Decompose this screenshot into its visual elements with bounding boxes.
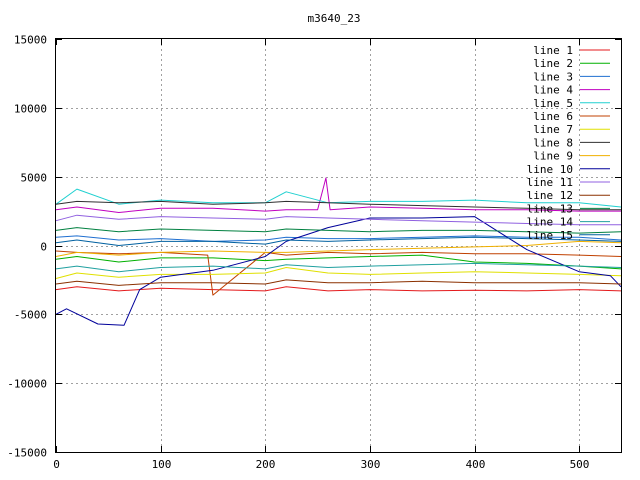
x-tick-label: 400 bbox=[466, 458, 486, 471]
series-line-1 bbox=[55, 286, 622, 292]
legend-label: line 4 bbox=[533, 84, 573, 97]
series-line-12 bbox=[55, 279, 622, 286]
x-tick-label: 0 bbox=[53, 458, 60, 471]
y-tick-label: -15000 bbox=[7, 447, 47, 460]
y-tick-label: 15000 bbox=[14, 34, 47, 47]
legend-label: line 1 bbox=[533, 44, 573, 57]
x-tick-label: 300 bbox=[361, 458, 381, 471]
legend-label: line 10 bbox=[527, 163, 573, 176]
y-tick-label: -10000 bbox=[7, 378, 47, 391]
y-tick-label: 10000 bbox=[14, 103, 47, 116]
legend-label: line 3 bbox=[533, 70, 573, 83]
series-line-13 bbox=[55, 227, 622, 234]
series-line-8 bbox=[55, 200, 621, 211]
legend-label: line 12 bbox=[527, 189, 573, 202]
series-line-6 bbox=[55, 250, 622, 296]
series-line-10 bbox=[55, 216, 622, 326]
legend-label: line 2 bbox=[533, 57, 573, 70]
series-line-5 bbox=[55, 188, 622, 208]
legend-label: line 7 bbox=[533, 123, 573, 136]
plot-frame bbox=[55, 38, 622, 453]
legend-label: line 5 bbox=[533, 97, 573, 110]
series-line-2 bbox=[55, 254, 622, 270]
series-line-3 bbox=[55, 235, 622, 242]
x-tick-label: 500 bbox=[570, 458, 590, 471]
series-line-4 bbox=[55, 177, 621, 213]
x-tick-label: 200 bbox=[256, 458, 276, 471]
legend-label: line 14 bbox=[527, 216, 574, 229]
legend-label: line 9 bbox=[533, 150, 573, 163]
x-tick-label: 100 bbox=[152, 458, 172, 471]
legend-label: line 15 bbox=[527, 229, 573, 242]
series-line-14 bbox=[55, 262, 622, 273]
y-tick-label: -5000 bbox=[14, 309, 47, 322]
series-line-15 bbox=[55, 236, 622, 246]
series-line-11 bbox=[55, 214, 621, 226]
series-line-9 bbox=[55, 240, 622, 257]
chart-title: m3640_23 bbox=[308, 12, 361, 25]
tick-marks bbox=[56, 39, 621, 453]
series-line-7 bbox=[55, 267, 622, 279]
y-tick-label: 0 bbox=[40, 241, 47, 254]
grid-lines bbox=[56, 39, 621, 452]
y-tick-label: 5000 bbox=[21, 172, 48, 185]
series-group bbox=[55, 177, 622, 326]
legend-label: line 13 bbox=[527, 202, 573, 215]
legend-label: line 11 bbox=[527, 176, 573, 189]
legend-label: line 8 bbox=[533, 136, 573, 149]
legend-label: line 6 bbox=[533, 110, 573, 123]
